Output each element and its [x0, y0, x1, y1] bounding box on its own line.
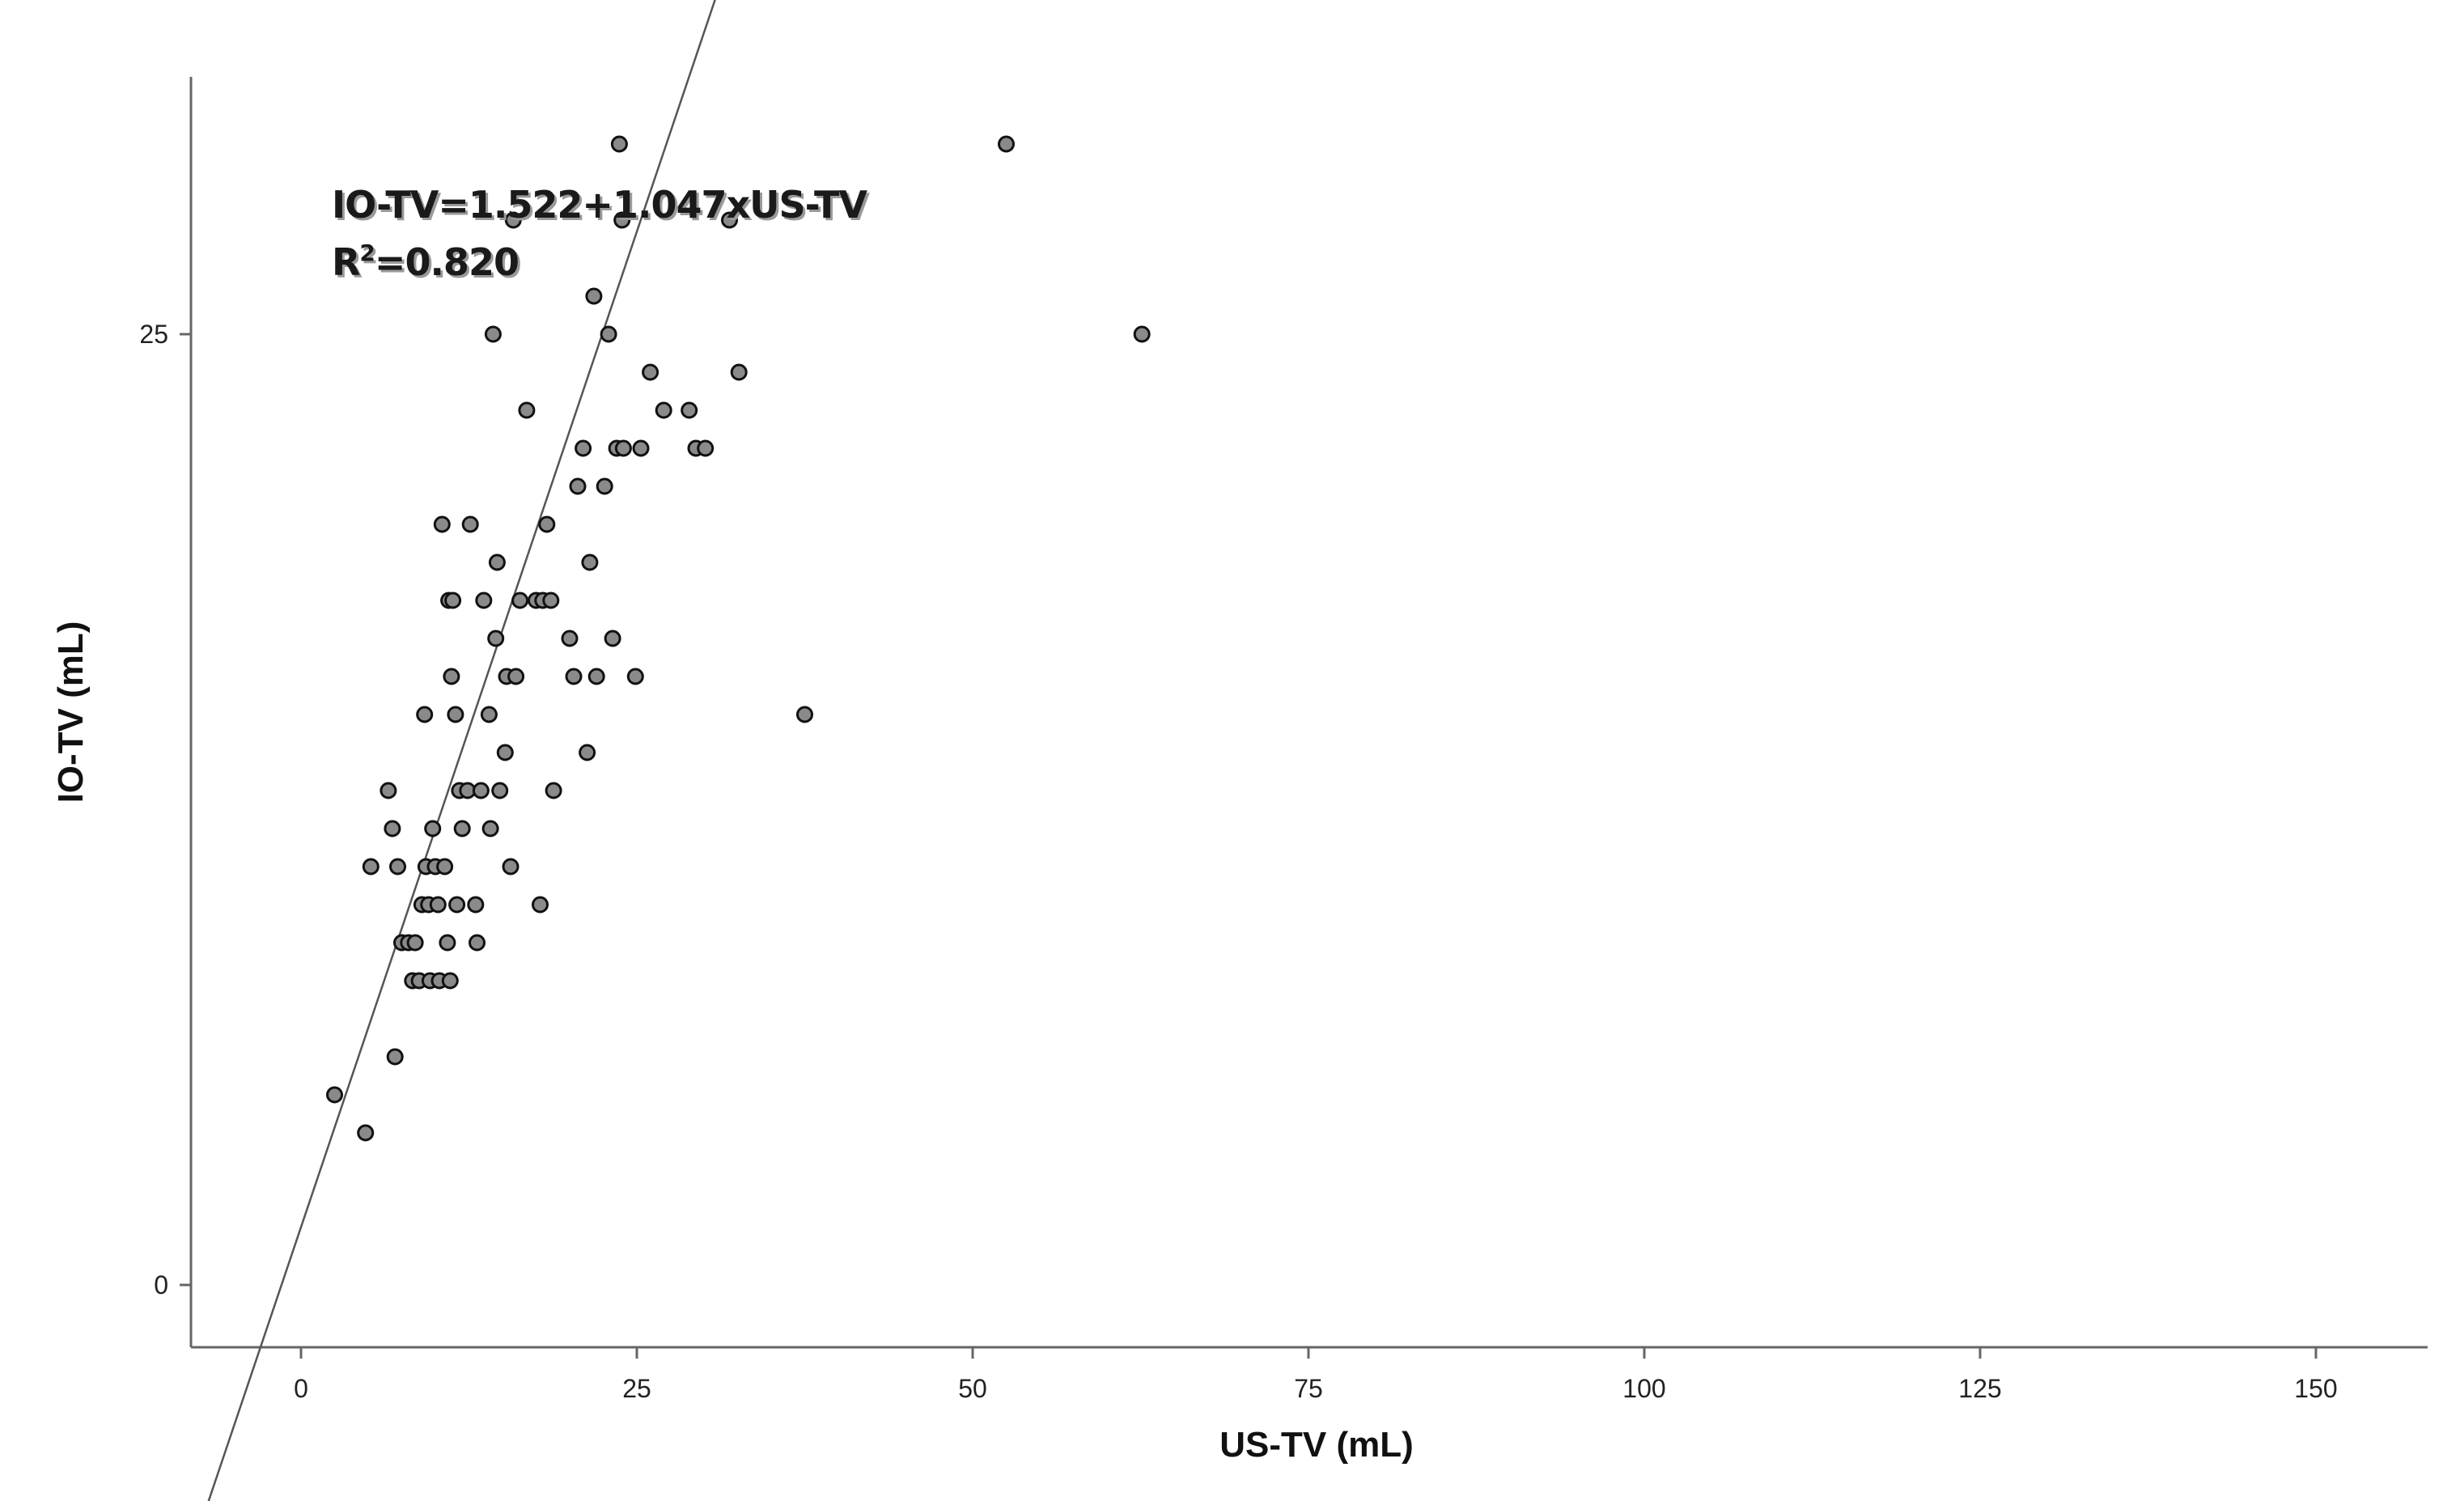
- data-point: [430, 897, 445, 912]
- x-axis-ticks: 0 25 50 75 100 125 150: [294, 1347, 2338, 1403]
- data-point: [408, 935, 422, 950]
- x-axis-title: US-TV (mL): [1219, 1425, 1414, 1465]
- data-point: [381, 783, 396, 798]
- data-point: [576, 441, 591, 456]
- data-point: [388, 1049, 402, 1064]
- data-point: [473, 783, 488, 798]
- data-point: [544, 593, 558, 608]
- r-squared-letter: R: [332, 240, 360, 284]
- data-point: [477, 593, 491, 608]
- data-point: [426, 821, 440, 836]
- data-point: [546, 783, 561, 798]
- data-point: [418, 707, 432, 722]
- data-point: [443, 973, 457, 988]
- y-tick-label: 25: [139, 320, 168, 349]
- data-point: [583, 555, 597, 570]
- x-tick-label: 150: [2294, 1374, 2337, 1403]
- data-point: [438, 859, 452, 874]
- data-point: [1134, 327, 1149, 341]
- r-squared-value: =0.820: [375, 240, 519, 284]
- x-tick-label: 0: [294, 1374, 308, 1403]
- data-point: [732, 365, 746, 379]
- data-point: [634, 441, 648, 456]
- data-point: [435, 517, 449, 532]
- data-point: [486, 327, 500, 341]
- data-point: [328, 1088, 342, 1102]
- data-point: [520, 403, 534, 418]
- data-point: [470, 935, 485, 950]
- data-point: [490, 555, 504, 570]
- data-point: [513, 593, 528, 608]
- data-point: [562, 631, 577, 646]
- r-squared-superscript: 2: [359, 240, 374, 266]
- data-point: [481, 707, 496, 722]
- data-point: [570, 479, 585, 494]
- data-point: [440, 935, 455, 950]
- data-point: [489, 631, 503, 646]
- data-point: [698, 441, 713, 456]
- data-point: [682, 403, 697, 418]
- regression-annotation: IO-TV=1.522+1.047xUS-TV IO-TV=1.522+1.04…: [332, 183, 870, 286]
- data-point: [483, 821, 498, 836]
- data-point: [533, 897, 548, 912]
- equation-text: IO-TV=1.522+1.047xUS-TV: [332, 183, 867, 227]
- data-point: [493, 783, 507, 798]
- data-point: [363, 859, 378, 874]
- data-point: [587, 289, 601, 303]
- x-tick-label: 75: [1294, 1374, 1323, 1403]
- data-point: [391, 859, 405, 874]
- y-tick-label: 0: [154, 1270, 168, 1300]
- data-point: [444, 669, 459, 684]
- data-point: [597, 479, 612, 494]
- data-points: [328, 0, 2048, 1140]
- data-point: [589, 669, 604, 684]
- data-point: [503, 859, 518, 874]
- data-point: [358, 1126, 373, 1140]
- x-tick-label: 100: [1622, 1374, 1665, 1403]
- y-axis-title: IO-TV (mL): [51, 621, 91, 804]
- data-point: [455, 821, 469, 836]
- x-tick-label: 50: [958, 1374, 987, 1403]
- data-point: [798, 707, 812, 722]
- data-point: [566, 669, 581, 684]
- data-point: [643, 365, 658, 379]
- data-point: [605, 631, 620, 646]
- axes: [191, 77, 2428, 1347]
- data-point: [612, 137, 626, 151]
- data-point: [580, 745, 595, 760]
- data-point: [999, 137, 1014, 151]
- data-point: [385, 821, 400, 836]
- data-point: [498, 745, 512, 760]
- data-point: [446, 593, 460, 608]
- data-point: [601, 327, 616, 341]
- data-point: [450, 897, 464, 912]
- data-point: [448, 707, 463, 722]
- x-tick-label: 125: [1958, 1374, 2001, 1403]
- data-point: [540, 517, 554, 532]
- data-point: [656, 403, 671, 418]
- x-tick-label: 25: [622, 1374, 651, 1403]
- data-point: [469, 897, 483, 912]
- data-point: [509, 669, 524, 684]
- data-point: [463, 517, 477, 532]
- data-point: [616, 441, 630, 456]
- data-point: [628, 669, 643, 684]
